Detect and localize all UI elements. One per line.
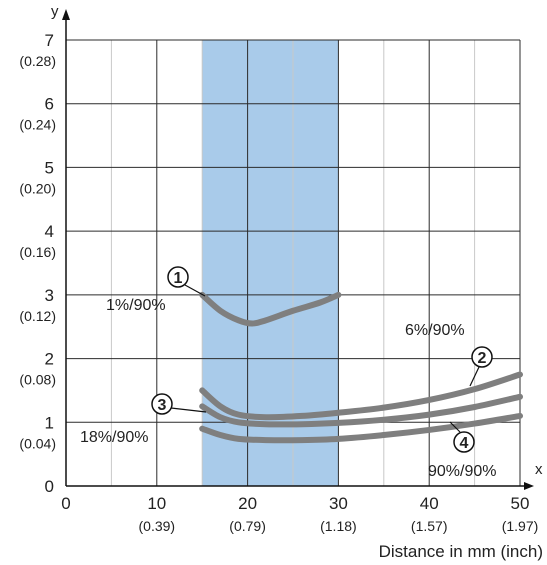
marker-leader-line [184, 284, 206, 297]
series-annotation: 90%/90% [428, 463, 497, 480]
marker-leader-line [469, 366, 480, 387]
series-line-4 [199, 412, 523, 444]
y-axis-arrow [62, 9, 70, 20]
series-marker-number: 4 [460, 435, 469, 452]
x-tick-sublabel: (1.18) [320, 518, 357, 534]
x-tick-label: 50 [511, 494, 530, 513]
x-tick-sublabel: (1.97) [502, 518, 539, 534]
y-tick-sublabel: (0.28) [19, 53, 56, 69]
series-marker-circle [167, 266, 189, 288]
x-axis-arrow [524, 482, 534, 490]
marker-leader-line [170, 407, 207, 413]
x-tick-sublabel: (0.39) [139, 518, 176, 534]
series-marker-number: 2 [478, 350, 487, 367]
y-axis-letter: y [51, 3, 59, 20]
x-tick-label: 40 [420, 494, 439, 513]
y-tick-label: 2 [45, 350, 54, 369]
y-tick-sublabel: (0.24) [19, 117, 56, 133]
x-tick-label: 30 [329, 494, 348, 513]
y-tick-label: 4 [45, 222, 54, 241]
y-tick-sublabel: (0.08) [19, 372, 56, 388]
series-marker-circle [151, 393, 173, 415]
y-tick-label: 0 [45, 477, 54, 496]
series-annotation: 6%/90% [405, 322, 465, 339]
series-annotation: 1%/90% [106, 297, 166, 314]
series-line-1 [199, 291, 342, 327]
x-axis-title: Distance in mm (inch) [379, 542, 543, 561]
y-tick-sublabel: (0.20) [19, 180, 56, 196]
y-tick-sublabel: (0.04) [19, 435, 56, 451]
label-layer: y x 0 1 (0.04) 2 (0.08) 3 (0.12) 4 (0.16) 5 (0.20) 6 (… [19, 3, 543, 561]
x-tick-sublabel: (1.57) [411, 518, 448, 534]
x-tick-label: 10 [147, 494, 166, 513]
x-tick-sublabel: (0.79) [229, 518, 266, 534]
axis-layer [62, 9, 534, 490]
series-marker-circle [453, 431, 475, 453]
series-line-2 [199, 371, 523, 421]
y-tick-label: 3 [45, 286, 54, 305]
x-tick-label: 20 [238, 494, 257, 513]
y-tick-label: 7 [45, 31, 54, 50]
y-tick-label: 1 [45, 413, 54, 432]
series-marker-number: 1 [174, 270, 183, 287]
series-annotation: 18%/90% [80, 429, 149, 446]
series-marker-number: 3 [158, 397, 167, 414]
x-tick-label: 0 [61, 494, 70, 513]
y-tick-label: 6 [45, 95, 54, 114]
marker-leader-line [449, 421, 461, 433]
y-tick-sublabel: (0.16) [19, 244, 56, 260]
series-line-3 [199, 393, 523, 428]
x-axis-letter: x [535, 461, 543, 478]
series-marker-circle [471, 346, 493, 368]
y-tick-label: 5 [45, 158, 54, 177]
y-tick-sublabel: (0.12) [19, 308, 56, 324]
series-layer [199, 291, 523, 444]
